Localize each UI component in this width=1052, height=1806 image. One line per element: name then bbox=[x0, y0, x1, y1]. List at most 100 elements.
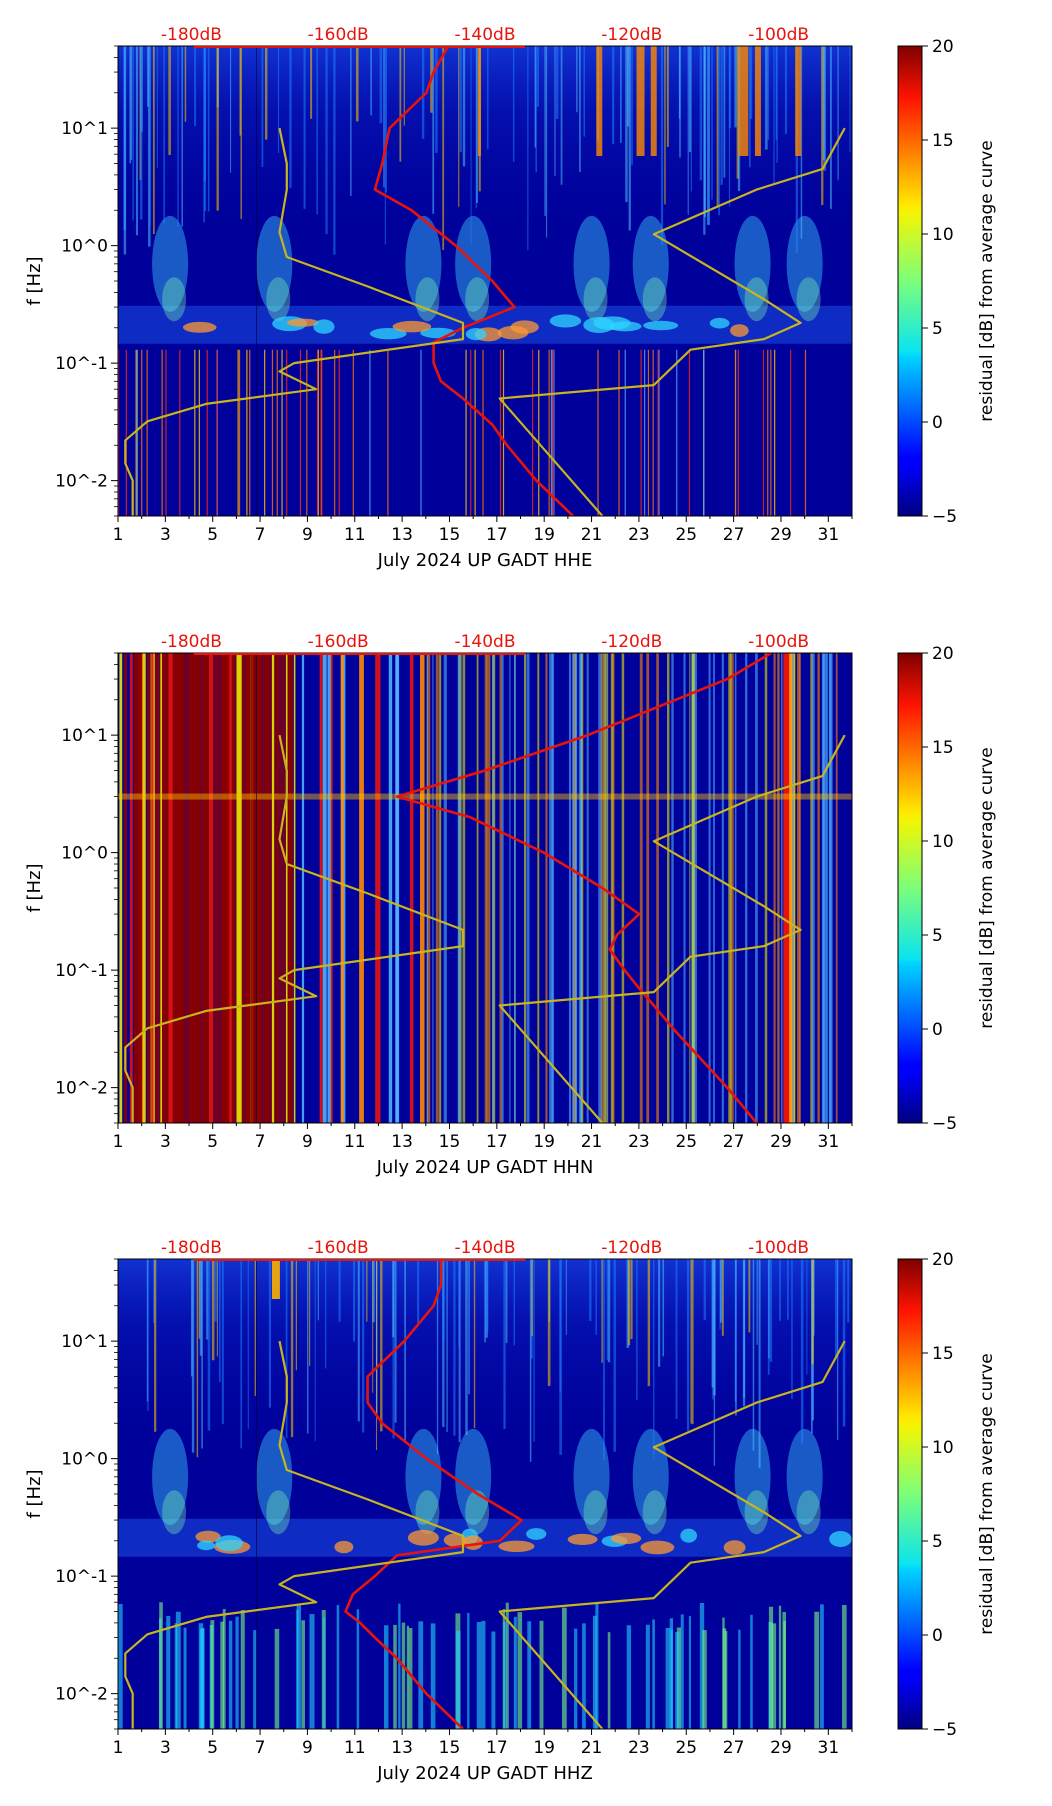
x-tick-label: 23 bbox=[628, 1738, 650, 1758]
broadband-stripe bbox=[301, 653, 305, 1123]
top-db-label: -140dB bbox=[454, 25, 515, 45]
broadband-stripe bbox=[129, 653, 133, 1123]
x-tick-label: 11 bbox=[344, 1738, 366, 1758]
broadband-stripe bbox=[208, 653, 214, 1123]
broadband-stripe bbox=[133, 653, 136, 1123]
series-nlnm-line bbox=[124, 127, 465, 516]
colorbar-tick-label: 20 bbox=[932, 37, 954, 57]
spectrogram-image bbox=[118, 653, 852, 1123]
x-tick-label: 3 bbox=[160, 1738, 171, 1758]
microseism-plume bbox=[632, 215, 669, 312]
colorbar-tick-label: 15 bbox=[932, 131, 954, 151]
broadband-stripe bbox=[426, 653, 431, 1123]
top-db-label: -140dB bbox=[454, 1238, 515, 1258]
microseism-plume-core bbox=[162, 277, 187, 322]
broadband-stripe bbox=[330, 653, 333, 1123]
broadband-stripe bbox=[829, 653, 833, 1123]
x-tick-label: 5 bbox=[207, 525, 218, 545]
microseism-blob bbox=[465, 328, 487, 341]
broadband-stripe bbox=[777, 653, 780, 1123]
broadband-stripe bbox=[523, 653, 526, 1123]
spectrogram-image bbox=[118, 1259, 852, 1729]
broadband-stripe bbox=[728, 653, 732, 1123]
broadband-stripe bbox=[319, 653, 323, 1123]
microseism-plume-core bbox=[465, 1490, 490, 1535]
x-tick-label: 19 bbox=[533, 525, 555, 545]
x-tick-label: 5 bbox=[207, 1738, 218, 1758]
x-tick-label: 13 bbox=[391, 525, 413, 545]
broadband-stripe bbox=[545, 653, 548, 1123]
colorbar-tick-label: 0 bbox=[932, 413, 943, 433]
microseism-plume bbox=[152, 215, 189, 312]
broadband-stripe bbox=[119, 653, 123, 1123]
top-db-label: -140dB bbox=[454, 632, 515, 652]
top-db-label: -100dB bbox=[748, 25, 809, 45]
broadband-stripe bbox=[568, 653, 572, 1123]
broadband-stripe bbox=[745, 653, 748, 1123]
event-column bbox=[789, 653, 793, 1123]
x-tick-label: 29 bbox=[770, 1738, 792, 1758]
broadband-stripe bbox=[135, 653, 140, 1123]
broadband-stripe bbox=[810, 653, 813, 1123]
x-tick-label: 15 bbox=[439, 1132, 461, 1152]
y-tick-label: 10^1 bbox=[61, 1332, 108, 1352]
x-tick-label: 13 bbox=[391, 1132, 413, 1152]
x-tick-label: 21 bbox=[581, 525, 603, 545]
broadband-stripe bbox=[476, 653, 479, 1123]
x-tick-label: 19 bbox=[533, 1132, 555, 1152]
colorbar-tick-label: 10 bbox=[932, 225, 954, 245]
broadband-stripe bbox=[537, 653, 540, 1123]
x-tick-label: 7 bbox=[255, 525, 266, 545]
broadband-stripe bbox=[409, 653, 414, 1123]
series-average-psd-line bbox=[395, 653, 772, 1123]
x-tick-label: 5 bbox=[207, 1132, 218, 1152]
microseism-blob bbox=[680, 1528, 698, 1543]
broadband-stripe bbox=[432, 653, 434, 1123]
broadband-stripe bbox=[610, 653, 614, 1123]
broadband-stripe bbox=[666, 653, 670, 1123]
top-db-label: -160dB bbox=[308, 632, 369, 652]
broadband-stripe bbox=[781, 653, 783, 1123]
x-tick-label: 25 bbox=[675, 525, 697, 545]
broadband-stripe bbox=[578, 653, 582, 1123]
broadband-stripe bbox=[797, 653, 800, 1123]
broadband-stripe bbox=[605, 653, 607, 1123]
microseism-plume-core bbox=[415, 1490, 440, 1535]
broadband-stripe bbox=[499, 653, 503, 1123]
colorbar-label: residual [dB] from average curve bbox=[977, 1353, 997, 1634]
microseism-plume bbox=[573, 1428, 610, 1525]
broadband-stripe bbox=[606, 653, 609, 1123]
broadband-stripe bbox=[285, 653, 288, 1123]
colorbar-tick-label: 0 bbox=[932, 1020, 943, 1040]
microseism-plume-core bbox=[744, 277, 769, 322]
broadband-stripe bbox=[293, 653, 296, 1123]
y-tick-label: 10^0 bbox=[61, 844, 108, 864]
microseism-plume-core bbox=[642, 277, 667, 322]
x-tick-label: 23 bbox=[628, 1132, 650, 1152]
x-tick-label: 15 bbox=[439, 525, 461, 545]
top-db-label: -160dB bbox=[308, 1238, 369, 1258]
microseism-plume-core bbox=[266, 1490, 291, 1535]
x-tick-label: 31 bbox=[818, 525, 840, 545]
y-tick-label: 10^-2 bbox=[55, 1685, 108, 1705]
x-tick-label: 23 bbox=[628, 525, 650, 545]
x-tick-label: 13 bbox=[391, 1738, 413, 1758]
colorbar-tick-label: 5 bbox=[932, 319, 943, 339]
broadband-stripe bbox=[811, 653, 815, 1123]
broadband-stripe bbox=[683, 653, 686, 1123]
frequency-band bbox=[118, 793, 852, 800]
broadband-stripe bbox=[166, 653, 169, 1123]
broadband-stripe bbox=[195, 653, 200, 1123]
x-tick-label: 11 bbox=[344, 525, 366, 545]
colorbar-tick-label: 15 bbox=[932, 1344, 954, 1364]
colorbar-tick-label: −5 bbox=[932, 507, 957, 527]
microseism-blob bbox=[443, 1533, 467, 1547]
x-tick-label: 11 bbox=[344, 1132, 366, 1152]
colorbar-tick-label: 5 bbox=[932, 926, 943, 946]
x-tick-label: 1 bbox=[113, 525, 124, 545]
x-tick-label: 7 bbox=[255, 1132, 266, 1152]
microseism-blob bbox=[723, 1540, 746, 1555]
x-tick-label: 25 bbox=[675, 1132, 697, 1152]
microseism-plume-core bbox=[415, 277, 440, 322]
